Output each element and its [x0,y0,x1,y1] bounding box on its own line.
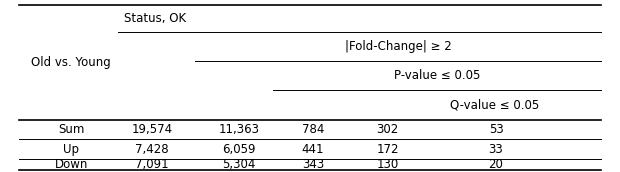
Text: 6,059: 6,059 [222,143,255,156]
Text: 53: 53 [489,123,503,136]
Text: 130: 130 [376,158,399,171]
Text: Sum: Sum [58,123,84,136]
Text: 7,091: 7,091 [135,158,169,171]
Text: 343: 343 [302,158,324,171]
Text: 11,363: 11,363 [218,123,259,136]
Text: 302: 302 [376,123,399,136]
Text: 784: 784 [302,123,324,136]
Text: |Fold-Change| ≥ 2: |Fold-Change| ≥ 2 [345,40,452,53]
Text: 441: 441 [302,143,324,156]
Text: 172: 172 [376,143,399,156]
Text: Q-value ≤ 0.05: Q-value ≤ 0.05 [450,98,539,111]
Text: 20: 20 [489,158,503,171]
Text: 7,428: 7,428 [135,143,169,156]
Text: Status, OK: Status, OK [124,12,186,25]
Text: Down: Down [55,158,88,171]
Text: 5,304: 5,304 [222,158,255,171]
Text: P-value ≤ 0.05: P-value ≤ 0.05 [394,69,480,82]
Text: Up: Up [63,143,79,156]
Text: Old vs. Young: Old vs. Young [32,56,111,69]
Text: 33: 33 [489,143,503,156]
Text: 19,574: 19,574 [131,123,172,136]
